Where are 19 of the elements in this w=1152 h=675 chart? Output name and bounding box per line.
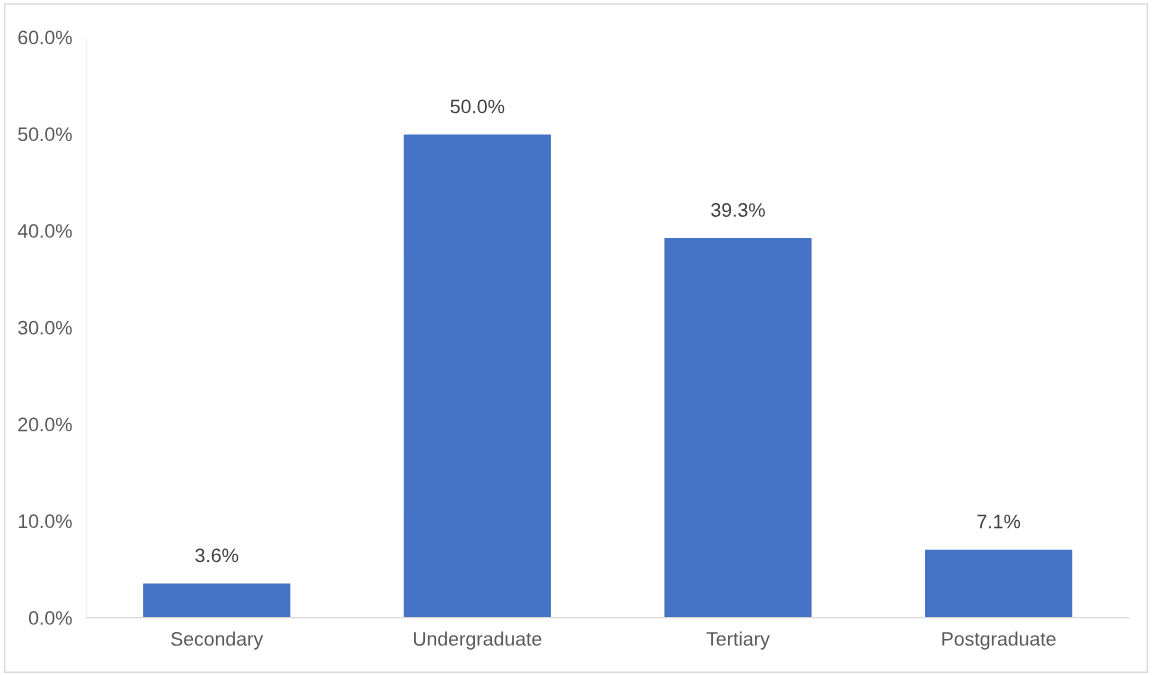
data-label: 3.6%: [195, 548, 239, 563]
x-tick-label: Tertiary: [706, 631, 770, 650]
x-tick-label: Undergraduate: [414, 631, 542, 650]
y-tick-label: 10.0%: [18, 514, 72, 529]
bar: [141, 582, 292, 618]
bar: [663, 236, 813, 618]
y-tick-label: 20.0%: [18, 417, 72, 432]
y-tick-label: 30.0%: [18, 320, 72, 335]
x-tick-label: Secondary: [171, 631, 264, 650]
bar: [402, 133, 553, 618]
bar: [923, 548, 1074, 618]
data-label: 7.1%: [977, 514, 1021, 529]
y-tick-label: 40.0%: [17, 224, 72, 238]
data-label: 39.3%: [711, 203, 765, 217]
data-label: 50.0%: [450, 99, 505, 114]
y-tick-label: 50.0%: [18, 127, 72, 142]
y-tick-label: 0.0%: [28, 611, 72, 625]
x-tick-label: Postgraduate: [942, 631, 1056, 650]
y-tick-label: 60.0%: [18, 30, 72, 45]
